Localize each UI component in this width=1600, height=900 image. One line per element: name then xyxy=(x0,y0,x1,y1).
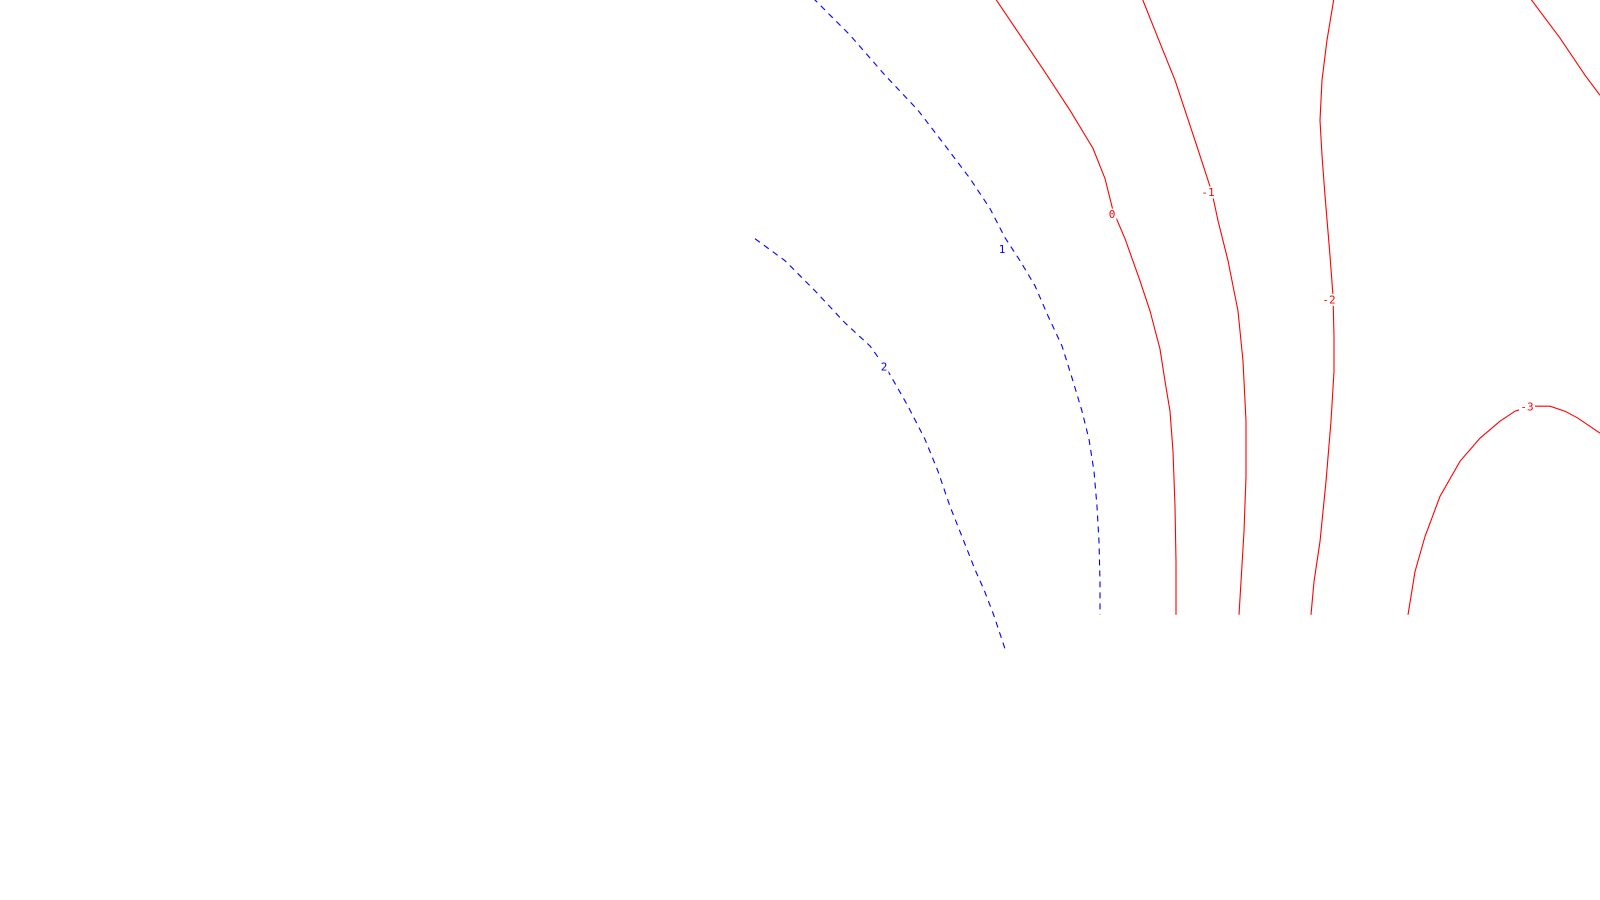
contour-line-level-minus-1 xyxy=(1142,0,1247,615)
contour-label-background-2 xyxy=(879,361,889,373)
contour-label-level-2: 2 xyxy=(881,361,888,374)
contour-line-level-0 xyxy=(995,0,1177,615)
contour-label-level-0: 0 xyxy=(1109,208,1116,221)
contour-label-background-1 xyxy=(997,243,1007,256)
contour-label-level-1: 1 xyxy=(999,243,1006,256)
contour-line-level-2 xyxy=(754,238,1006,649)
contour-label-level-minus-3: -3 xyxy=(1520,401,1533,414)
contour-label-level-minus-2: -2 xyxy=(1322,293,1335,306)
contour-label-background-minus-2 xyxy=(1321,293,1337,306)
contour-label-background-0 xyxy=(1107,208,1117,221)
contour-label-level-minus-1: -1 xyxy=(1201,186,1214,199)
contour-label-background-minus-1 xyxy=(1200,186,1216,199)
contour-line-level-minus-3 xyxy=(1407,405,1600,615)
contour-labels: 2 1 0 -1 -2 -3 xyxy=(879,186,1535,414)
contour-label-background-minus-3 xyxy=(1519,401,1535,414)
contour-line-level-minus-4 xyxy=(1530,0,1600,96)
